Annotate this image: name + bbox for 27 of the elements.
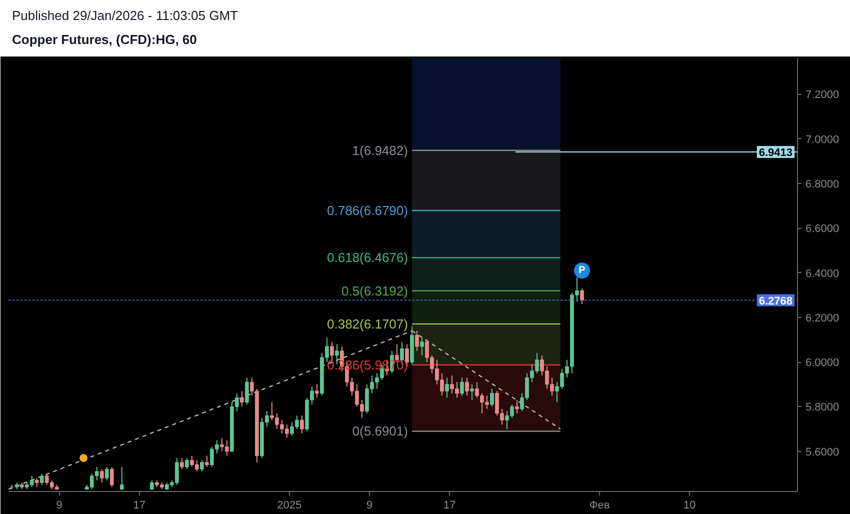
x-tick-label: Фев xyxy=(589,500,610,512)
y-tick-label: 6.0000 xyxy=(806,357,840,370)
x-tick-label: 17 xyxy=(133,500,146,512)
text: Published 29/Jan/2026 - 11:03:05 GMT xyxy=(12,7,238,25)
y-tick-label: 6.4000 xyxy=(806,268,840,280)
y-tick-label: 7.2000 xyxy=(806,89,840,102)
y-tick-label: 6.8000 xyxy=(806,178,840,190)
data-label: 0.382(6.1707) xyxy=(327,316,408,332)
data-label: 1(6.9482) xyxy=(352,142,408,158)
x-tick-label: 9 xyxy=(366,500,373,512)
data-label: 0.618(6.4676) xyxy=(327,250,408,266)
y-tick-label: 7.0000 xyxy=(806,134,840,146)
chart-title: Copper Futures, (CFD):HG, 60 xyxy=(12,31,198,49)
y-tick-label: 6.6000 xyxy=(806,223,840,236)
x-tick-label: 9 xyxy=(56,500,62,512)
y-tick-label: 6.2000 xyxy=(806,312,840,324)
x-tick-label: 17 xyxy=(443,500,456,512)
data-label: P xyxy=(578,265,586,276)
x-tick-label: 2025 xyxy=(277,500,302,512)
ref-line-label: 6.2768 xyxy=(758,295,793,308)
data-label: 6.9413 xyxy=(758,146,793,159)
x-tick-label: 10 xyxy=(683,500,696,512)
y-tick-label: 5.8000 xyxy=(806,402,840,414)
data-label: 0.5(6.3192) xyxy=(341,283,408,298)
data-label: 0.786(6.6790) xyxy=(327,202,408,218)
data-label: 0(5.6901) xyxy=(352,424,408,439)
y-tick-label: 5.6000 xyxy=(806,446,840,458)
